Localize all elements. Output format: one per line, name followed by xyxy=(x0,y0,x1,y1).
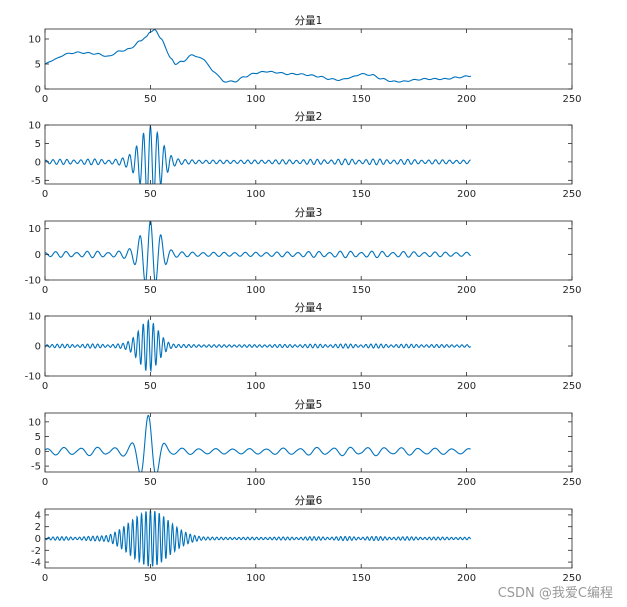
y-tick-label: 4 xyxy=(35,510,41,521)
x-tick-label: 150 xyxy=(352,285,371,296)
x-tick-label: 250 xyxy=(562,285,581,296)
x-tick-label: 200 xyxy=(457,573,476,584)
y-tick-label: 5 xyxy=(35,432,41,443)
axes-box xyxy=(44,220,573,281)
x-tick-label: 250 xyxy=(562,381,581,392)
x-tick-label: 150 xyxy=(352,94,371,105)
x-tick-label: 150 xyxy=(352,189,371,200)
x-tick-label: 100 xyxy=(246,285,265,296)
subplot-title: 分量2 xyxy=(295,111,323,123)
x-tick-label: 200 xyxy=(457,477,476,488)
series-line-4 xyxy=(45,318,472,373)
y-tick-label: 0 xyxy=(35,157,41,168)
y-tick-label: -5 xyxy=(31,462,41,473)
x-tick-label: 150 xyxy=(352,381,371,392)
series-line-5 xyxy=(45,414,471,472)
y-tick-label: 10 xyxy=(28,224,41,235)
y-tick-label: -2 xyxy=(31,546,41,557)
y-tick-label: 5 xyxy=(35,60,41,71)
axes-box xyxy=(44,412,573,473)
x-tick-label: 150 xyxy=(352,573,371,584)
x-tick-label: 200 xyxy=(457,285,476,296)
y-tick-label: 0 xyxy=(35,447,41,458)
subplot-title: 分量5 xyxy=(295,399,323,411)
y-tick-label: 0 xyxy=(35,85,41,96)
subplot-title: 分量6 xyxy=(295,495,323,507)
x-tick-label: 200 xyxy=(457,381,476,392)
x-tick-label: 0 xyxy=(42,189,48,200)
y-tick-label: 10 xyxy=(28,35,41,46)
x-tick-label: 100 xyxy=(246,381,265,392)
x-tick-label: 50 xyxy=(144,94,157,105)
x-tick-label: 0 xyxy=(42,477,48,488)
subplot-title: 分量1 xyxy=(295,15,323,27)
y-tick-label: 0 xyxy=(35,250,41,261)
x-tick-label: 250 xyxy=(562,94,581,105)
x-tick-label: 0 xyxy=(42,573,48,584)
y-tick-label: 2 xyxy=(35,522,41,533)
y-tick-label: 0 xyxy=(35,342,41,353)
y-tick-label: 10 xyxy=(28,121,41,132)
y-tick-label: -5 xyxy=(31,176,41,187)
x-tick-label: 150 xyxy=(352,477,371,488)
axes-box xyxy=(44,124,573,185)
subplot-1: 0 50 100 150 200 250 0 5 10 分量1 xyxy=(28,15,581,105)
x-tick-label: 100 xyxy=(246,573,265,584)
y-tick-label: 10 xyxy=(28,312,41,323)
x-tick-label: 50 xyxy=(144,573,157,584)
series-line-2 xyxy=(45,125,471,184)
series-line-3 xyxy=(45,221,471,280)
y-tick-label: 10 xyxy=(28,417,41,428)
x-tick-label: 50 xyxy=(144,477,157,488)
subplot-title: 分量4 xyxy=(295,302,323,314)
series-line-1 xyxy=(45,29,472,83)
y-tick-label: 0 xyxy=(35,534,41,545)
y-tick-label: -10 xyxy=(25,276,41,287)
x-tick-label: 200 xyxy=(457,94,476,105)
x-tick-label: 0 xyxy=(42,285,48,296)
x-tick-label: 100 xyxy=(246,477,265,488)
subplot-title: 分量3 xyxy=(295,207,323,219)
x-tick-label: 50 xyxy=(144,381,157,392)
x-tick-label: 100 xyxy=(246,94,265,105)
watermark: CSDN @我爱C编程 xyxy=(497,586,613,601)
x-tick-label: 100 xyxy=(246,189,265,200)
x-tick-label: 50 xyxy=(144,189,157,200)
x-tick-label: 0 xyxy=(42,94,48,105)
y-tick-label: -10 xyxy=(25,372,41,383)
y-tick-label: 5 xyxy=(35,139,41,150)
x-tick-label: 50 xyxy=(144,285,157,296)
x-tick-label: 250 xyxy=(562,573,581,584)
x-tick-label: 250 xyxy=(562,477,581,488)
y-tick-label: -4 xyxy=(31,558,41,569)
x-tick-label: 250 xyxy=(562,189,581,200)
series-line-6 xyxy=(45,510,472,567)
x-tick-label: 0 xyxy=(42,381,48,392)
axes-box xyxy=(44,28,573,90)
x-tick-label: 200 xyxy=(457,189,476,200)
